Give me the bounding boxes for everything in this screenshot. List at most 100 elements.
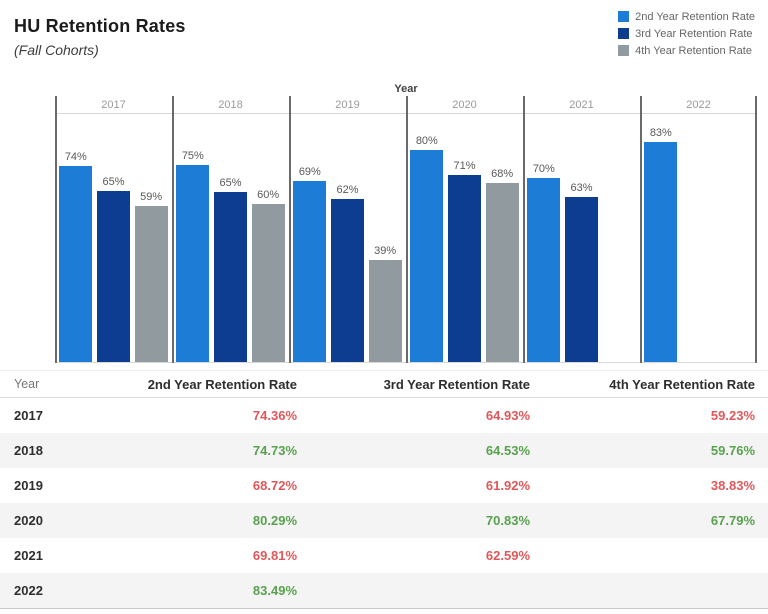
panel-divider — [172, 96, 174, 363]
bar-value-label: 75% — [181, 150, 204, 162]
year-panel-label: 2018 — [218, 98, 243, 111]
year-axis-title: Year — [394, 83, 418, 95]
bar-value-label: 74% — [64, 151, 87, 163]
value-cell: 64.93% — [485, 408, 530, 423]
bar-slot: 62% — [329, 184, 367, 362]
legend-color-swatch-icon — [618, 28, 630, 39]
value-cell: 38.83% — [710, 478, 755, 493]
panel-divider — [523, 96, 525, 363]
bar-2nd-year-retention[interactable] — [176, 165, 210, 362]
bar-slot: 59% — [132, 191, 170, 362]
bar-value-label: 59% — [140, 191, 163, 203]
panel-divider — [406, 96, 408, 363]
column-header: 4th Year Retention Rate — [609, 376, 755, 392]
bar-chart: 2017 2018 2019 2020 2021 2022 74% 65% 59% 75% 65%… — [55, 96, 757, 363]
bar-3rd-year-retention[interactable] — [97, 191, 130, 362]
panel-divider — [55, 96, 57, 363]
year-panel: 75% 65% 60% — [172, 114, 289, 362]
panel-divider — [640, 96, 642, 363]
table-bottom-border — [0, 608, 768, 609]
legend: 2nd Year Retention Rate 3rd Year Retentio… — [618, 8, 755, 59]
value-cell: 67.79% — [710, 513, 755, 528]
value-cell: 61.92% — [485, 478, 530, 493]
value-cell: 69.81% — [252, 548, 297, 563]
bar-slot: 68% — [483, 168, 521, 362]
bar-3rd-year-retention[interactable] — [565, 197, 598, 362]
bar-slot: 80% — [408, 135, 446, 362]
bar-value-label: 65% — [102, 176, 125, 188]
year-cell: 2019 — [14, 478, 43, 493]
bar-4th-year-retention[interactable] — [368, 260, 402, 362]
bar-slot: 65% — [95, 176, 133, 362]
bar-value-label: 71% — [453, 160, 476, 172]
panel-divider — [755, 96, 757, 363]
bar-2nd-year-retention[interactable] — [59, 166, 93, 362]
legend-item[interactable]: 4th Year Retention Rate — [618, 42, 755, 59]
table-row[interactable]: 2020 80.29% 70.83% 67.79% — [0, 503, 768, 538]
legend-label: 2nd Year Retention Rate — [635, 10, 755, 23]
bar-value-label: 65% — [219, 177, 242, 189]
bar-3rd-year-retention[interactable] — [448, 175, 481, 362]
year-panel: 74% 65% 59% — [55, 114, 172, 362]
page-subtitle: (Fall Cohorts) — [14, 42, 99, 58]
bar-slot: 75% — [174, 150, 212, 362]
bar-4th-year-retention[interactable] — [485, 183, 519, 362]
table-row[interactable]: 2022 83.49% — [0, 573, 768, 608]
year-panel: 80% 71% 68% — [406, 114, 523, 362]
bar-slot: 70% — [525, 163, 563, 362]
legend-item[interactable]: 3rd Year Retention Rate — [618, 25, 755, 42]
bar-2nd-year-retention[interactable] — [644, 142, 678, 362]
bar-value-label: 39% — [374, 245, 397, 257]
bar-value-label: 68% — [491, 168, 514, 180]
value-cell: 62.59% — [485, 548, 530, 563]
table-header: Year 2nd Year Retention Rate 3rd Year Rete… — [0, 370, 768, 398]
bar-slot: 39% — [366, 245, 404, 362]
table-row[interactable]: 2017 74.36% 64.93% 59.23% — [0, 398, 768, 433]
year-cell: 2022 — [14, 583, 43, 598]
value-cell: 68.72% — [252, 478, 297, 493]
value-cell: 83.49% — [252, 583, 297, 598]
table-row[interactable]: 2018 74.73% 64.53% 59.76% — [0, 433, 768, 468]
bar-slot: 63% — [563, 182, 601, 362]
bar-2nd-year-retention[interactable] — [293, 181, 327, 362]
bar-value-label: 60% — [257, 189, 280, 201]
bar-value-label: 83% — [649, 127, 672, 139]
table-row[interactable]: 2021 69.81% 62.59% — [0, 538, 768, 573]
bar-slot: 69% — [291, 166, 329, 362]
table-body: 2017 74.36% 64.93% 59.23% 2018 74.73% 64.53% 59… — [0, 398, 768, 608]
year-panel: 70% 63% — [523, 114, 640, 362]
bar-value-label: 80% — [415, 135, 438, 147]
bar-2nd-year-retention[interactable] — [527, 178, 561, 362]
bar-value-label: 69% — [298, 166, 321, 178]
legend-item[interactable]: 2nd Year Retention Rate — [618, 8, 755, 25]
bar-slot: 60% — [249, 189, 287, 362]
legend-label: 3rd Year Retention Rate — [635, 27, 753, 40]
value-cell: 59.76% — [710, 443, 755, 458]
bar-value-label: 63% — [570, 182, 593, 194]
legend-color-swatch-icon — [618, 45, 630, 56]
value-cell: 74.73% — [252, 443, 297, 458]
year-cell: 2018 — [14, 443, 43, 458]
bar-3rd-year-retention[interactable] — [331, 199, 364, 362]
year-panel: 83% — [640, 114, 757, 362]
value-cell: 74.36% — [252, 408, 297, 423]
bar-4th-year-retention[interactable] — [134, 206, 168, 362]
bar-3rd-year-retention[interactable] — [214, 192, 247, 362]
table-row[interactable]: 2019 68.72% 61.92% 38.83% — [0, 468, 768, 503]
legend-label: 4th Year Retention Rate — [635, 44, 752, 57]
column-header-year: Year — [14, 377, 40, 391]
value-cell: 64.53% — [485, 443, 530, 458]
year-panel: 69% 62% 39% — [289, 114, 406, 362]
bar-value-label: 70% — [532, 163, 555, 175]
title-block: HU Retention Rates (Fall Cohorts) — [14, 16, 186, 58]
year-cell: 2020 — [14, 513, 43, 528]
bar-4th-year-retention[interactable] — [251, 204, 285, 362]
bar-2nd-year-retention[interactable] — [410, 150, 444, 362]
legend-color-swatch-icon — [618, 11, 630, 22]
value-cell: 70.83% — [485, 513, 530, 528]
year-cell: 2021 — [14, 548, 43, 563]
bar-slot: 65% — [212, 177, 250, 362]
year-panel-label: 2021 — [569, 98, 594, 111]
bar-slot: 74% — [57, 151, 95, 362]
